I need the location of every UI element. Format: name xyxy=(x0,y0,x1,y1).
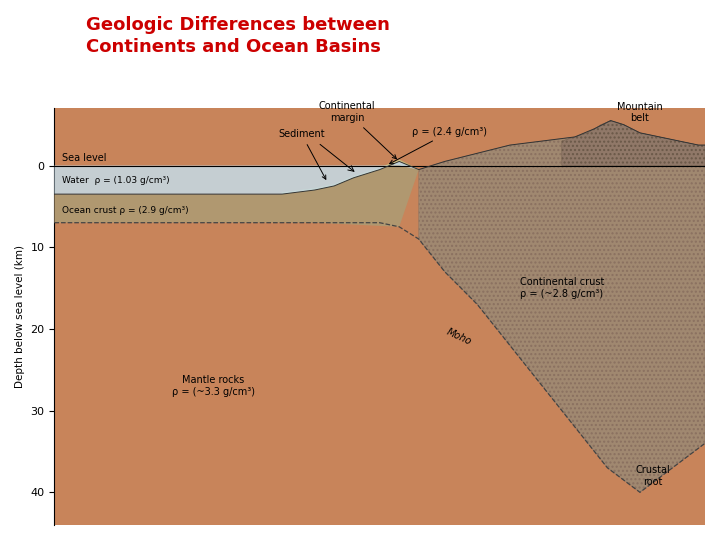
Text: Crustal
root: Crustal root xyxy=(636,465,670,487)
Text: Water  ρ = (1.03 g/cm³): Water ρ = (1.03 g/cm³) xyxy=(62,176,170,185)
Text: Continental
margin: Continental margin xyxy=(319,102,397,159)
Text: Sea level: Sea level xyxy=(62,153,107,164)
Text: Geologic Differences between
Continents and Ocean Basins: Geologic Differences between Continents … xyxy=(86,16,390,56)
Text: Continental crust
ρ = (~2.8 g/cm³): Continental crust ρ = (~2.8 g/cm³) xyxy=(520,277,604,299)
Y-axis label: Depth below sea level (km): Depth below sea level (km) xyxy=(15,245,25,388)
Text: Sediment: Sediment xyxy=(279,130,326,179)
Polygon shape xyxy=(282,160,419,194)
Polygon shape xyxy=(55,109,705,525)
Polygon shape xyxy=(55,161,419,194)
Text: ρ = (2.4 g/cm³): ρ = (2.4 g/cm³) xyxy=(390,127,487,164)
Text: Moho: Moho xyxy=(445,327,473,347)
Text: Ocean crust ρ = (2.9 g/cm³): Ocean crust ρ = (2.9 g/cm³) xyxy=(62,206,189,215)
Polygon shape xyxy=(562,120,705,166)
Text: Mountain
belt: Mountain belt xyxy=(617,102,663,123)
Polygon shape xyxy=(419,120,705,492)
Text: Mantle rocks
ρ = (~3.3 g/cm³): Mantle rocks ρ = (~3.3 g/cm³) xyxy=(171,375,254,397)
Polygon shape xyxy=(55,161,419,227)
